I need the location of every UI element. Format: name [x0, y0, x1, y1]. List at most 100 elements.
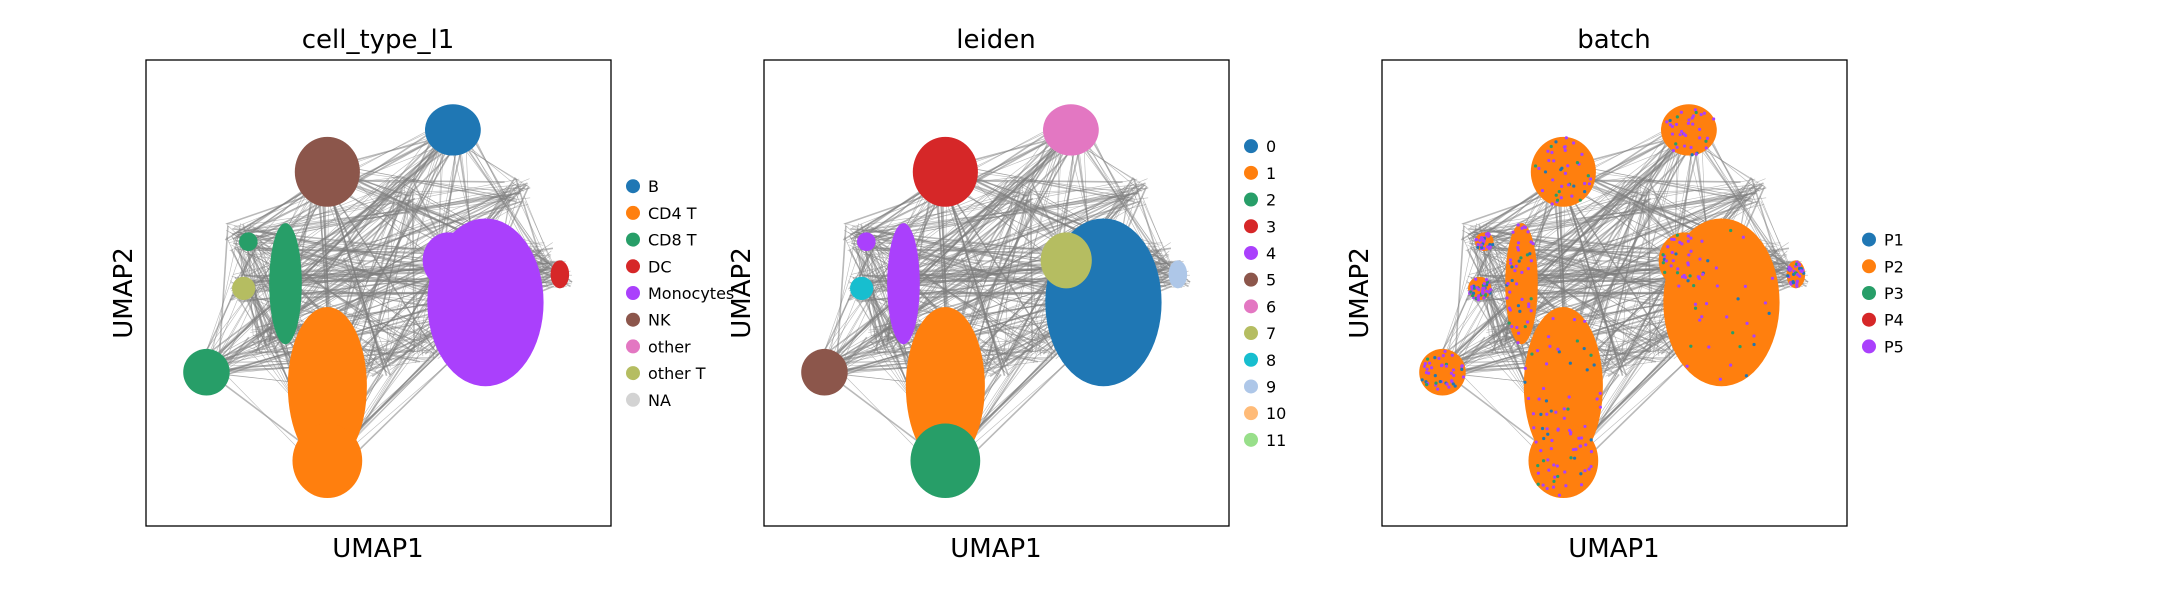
batch-point	[1572, 184, 1576, 188]
batch-point	[1520, 270, 1524, 275]
graph-edge	[392, 187, 528, 193]
batch-point	[1689, 236, 1693, 240]
batch-point	[1763, 301, 1768, 305]
batch-point	[1474, 277, 1478, 281]
batch-point	[1516, 304, 1521, 308]
batch-point	[1427, 361, 1432, 365]
batch-point	[1539, 412, 1543, 416]
batch-point	[1675, 271, 1680, 275]
batch-point	[1728, 363, 1733, 367]
cluster-points	[232, 276, 256, 300]
batch-point	[1664, 259, 1668, 263]
batch-point	[1508, 290, 1512, 294]
batch-point	[1714, 266, 1718, 270]
batch-point	[1554, 193, 1558, 197]
batch-point	[1680, 129, 1684, 134]
batch-point	[1517, 331, 1521, 335]
batch-point	[1715, 284, 1719, 288]
legend-label: 2	[1266, 191, 1276, 210]
batch-point	[1546, 335, 1551, 339]
batch-point	[1689, 344, 1693, 348]
batch-point	[1556, 347, 1560, 351]
batch-point	[1688, 274, 1692, 278]
legend-label: B	[648, 177, 659, 196]
batch-point	[1575, 160, 1580, 165]
batch-point	[1701, 272, 1705, 276]
batch-point	[1580, 152, 1584, 156]
batch-point	[1482, 286, 1486, 290]
cluster-points	[857, 232, 876, 252]
batch-point	[1429, 366, 1434, 370]
batch-point	[1665, 120, 1669, 124]
batch-point	[1795, 284, 1799, 288]
batch-point	[1451, 368, 1456, 372]
batch-point	[1686, 234, 1690, 238]
graph-edge	[345, 282, 436, 337]
batch-point	[1516, 241, 1521, 245]
batch-point	[1560, 184, 1564, 188]
batch-point	[1505, 296, 1509, 300]
graph-edge	[1142, 201, 1172, 264]
cluster-points	[1530, 136, 1596, 207]
batch-point	[1741, 235, 1745, 239]
cluster-points	[287, 306, 367, 466]
batch-point	[1520, 297, 1524, 302]
batch-point	[1670, 132, 1675, 136]
batch-point	[1534, 440, 1538, 444]
batch-point	[1535, 349, 1540, 353]
batch-point	[1752, 342, 1756, 347]
graph-edge	[1511, 182, 1764, 292]
graph-edge	[850, 193, 1027, 235]
batch-point	[1559, 196, 1563, 200]
batch-point	[1547, 158, 1551, 163]
batch-point	[1696, 275, 1700, 279]
batch-point	[1518, 309, 1522, 314]
batch-point	[1668, 123, 1672, 127]
batch-point	[1545, 427, 1549, 431]
legend-label: P5	[1884, 337, 1904, 356]
batch-point	[1562, 416, 1566, 420]
batch-point	[1507, 306, 1512, 310]
batch-point	[1563, 148, 1567, 152]
batch-point	[1550, 150, 1554, 155]
legend-marker	[1244, 192, 1258, 207]
legend-marker	[1244, 326, 1258, 341]
batch-point	[1557, 493, 1562, 497]
batch-point	[1425, 367, 1429, 371]
cluster-points	[425, 104, 481, 156]
batch-point	[1686, 279, 1690, 283]
legend-label: NK	[648, 311, 671, 330]
batch-point	[1736, 297, 1740, 301]
graph-edge	[365, 116, 443, 283]
batch-point	[1577, 436, 1581, 440]
batch-point	[1690, 153, 1694, 157]
batch-point	[1422, 364, 1427, 369]
legend-label: CD8 T	[648, 231, 697, 250]
batch-point	[1509, 261, 1513, 265]
batch-point	[1511, 230, 1515, 234]
cluster-points	[912, 136, 978, 207]
graph-edge	[383, 349, 420, 363]
cluster-points	[910, 423, 981, 499]
batch-point	[1532, 426, 1536, 430]
batch-point	[1589, 464, 1593, 469]
batch-point	[1441, 353, 1445, 358]
batch-point	[1478, 238, 1482, 243]
batch-point	[1553, 475, 1557, 479]
cluster-points	[1528, 423, 1599, 499]
batch-point	[1706, 259, 1710, 263]
legend-label: P3	[1884, 284, 1904, 303]
batch-point	[1578, 198, 1582, 202]
batch-point	[1555, 198, 1560, 202]
batch-point	[1541, 483, 1545, 487]
batch-point	[1529, 259, 1533, 263]
legend-label: other T	[648, 364, 706, 383]
batch-point	[1545, 486, 1549, 491]
batch-point	[1795, 262, 1799, 266]
batch-point	[1704, 302, 1709, 306]
batch-point	[1552, 159, 1556, 163]
batch-point	[1563, 470, 1567, 474]
legend-marker	[626, 286, 640, 300]
batch-point	[1598, 405, 1602, 409]
plot-area	[1419, 104, 1809, 499]
